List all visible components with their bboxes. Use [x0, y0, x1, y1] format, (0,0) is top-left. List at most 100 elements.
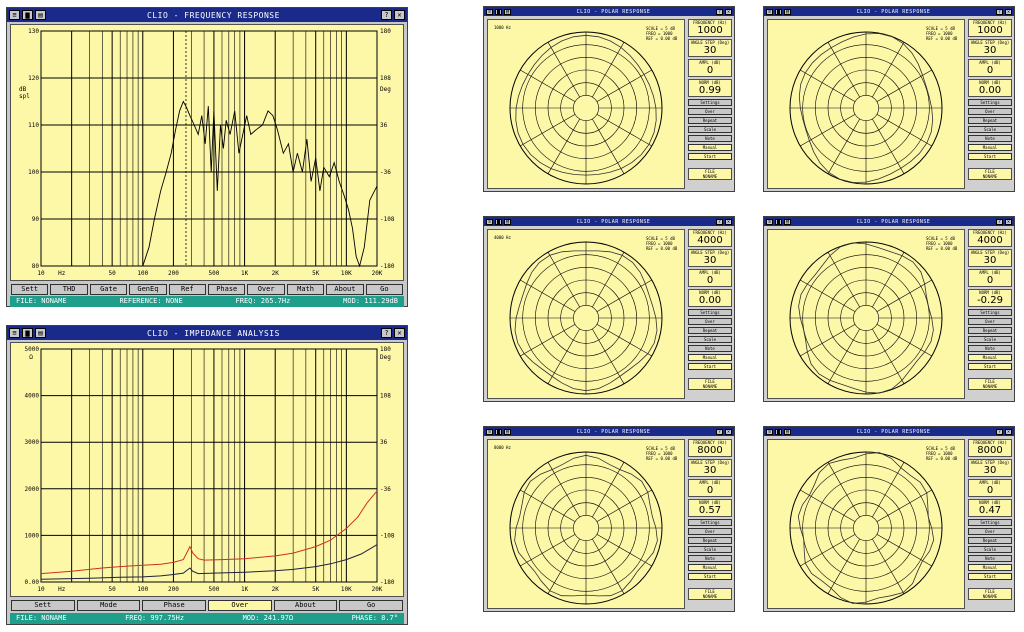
- freq-sett-button[interactable]: Sett: [11, 284, 49, 295]
- print-icon[interactable]: ▤: [784, 428, 791, 435]
- print-icon[interactable]: ▤: [784, 8, 791, 15]
- polar-manual-button[interactable]: Manual: [968, 144, 1012, 151]
- polar-note-button[interactable]: Note: [968, 135, 1012, 142]
- close-icon[interactable]: ✕: [1005, 8, 1012, 15]
- print-icon[interactable]: ▤: [504, 8, 511, 15]
- polar-settings-button[interactable]: Settings: [968, 309, 1012, 316]
- save-icon[interactable]: ▆: [495, 8, 502, 15]
- polar-start-button[interactable]: Start: [968, 363, 1012, 370]
- menu-icon[interactable]: ≡: [486, 218, 493, 225]
- angle-step-box[interactable]: ANGLE STEP (Deg) 30: [688, 39, 732, 57]
- polar-manual-button[interactable]: Manual: [968, 564, 1012, 571]
- polar-over-button[interactable]: Over: [968, 528, 1012, 535]
- polar-plot[interactable]: SCALE = 5 dB FREQ = 1000 REF = 0.00 dB: [767, 19, 965, 189]
- norm-box[interactable]: NORM (dB) 0.00: [968, 79, 1012, 97]
- close-icon[interactable]: ✕: [1005, 218, 1012, 225]
- polar-note-button[interactable]: Note: [688, 555, 732, 562]
- print-icon[interactable]: ▤: [504, 428, 511, 435]
- polar-note-button[interactable]: Note: [968, 345, 1012, 352]
- menu-icon[interactable]: ≡: [486, 8, 493, 15]
- polar-plot[interactable]: 8000 Hz SCALE = 5 dB FREQ = 1000 REF = 0…: [487, 439, 685, 609]
- norm-box[interactable]: NORM (dB) 0.47: [968, 499, 1012, 517]
- frequency-box[interactable]: FREQUENCY (Hz) 1000: [968, 19, 1012, 37]
- save-icon[interactable]: ▆: [775, 218, 782, 225]
- polar-manual-button[interactable]: Manual: [968, 354, 1012, 361]
- norm-box[interactable]: NORM (dB) 0.99: [688, 79, 732, 97]
- close-icon[interactable]: ✕: [394, 328, 405, 338]
- help-icon[interactable]: ?: [996, 428, 1003, 435]
- save-icon[interactable]: ▆: [495, 428, 502, 435]
- frequency-box[interactable]: FREQUENCY (Hz) 4000: [688, 229, 732, 247]
- menu-icon[interactable]: ≡: [766, 428, 773, 435]
- close-icon[interactable]: ✕: [1005, 428, 1012, 435]
- norm-box[interactable]: NORM (dB) 0.57: [688, 499, 732, 517]
- menu-icon[interactable]: ≡: [9, 328, 20, 338]
- polar-plot[interactable]: SCALE = 5 dB FREQ = 1000 REF = 0.00 dB: [767, 229, 965, 399]
- close-icon[interactable]: ✕: [725, 8, 732, 15]
- polar-start-button[interactable]: Start: [688, 363, 732, 370]
- ampl-box[interactable]: AMPL (dB) 0: [968, 269, 1012, 287]
- polar-scale-button[interactable]: Scale: [688, 336, 732, 343]
- freq-gate-button[interactable]: Gate: [89, 284, 128, 295]
- polar-over-button[interactable]: Over: [688, 318, 732, 325]
- freq-phase-button[interactable]: Phase: [208, 284, 246, 295]
- close-icon[interactable]: ✕: [394, 10, 405, 20]
- polar-repeat-button[interactable]: Repeat: [968, 117, 1012, 124]
- polar-repeat-button[interactable]: Repeat: [688, 327, 732, 334]
- polar-start-button[interactable]: Start: [688, 153, 732, 160]
- frequency-box[interactable]: FREQUENCY (Hz) 8000: [688, 439, 732, 457]
- impedance-plot[interactable]: 5000 4000 3000 2000 1000 0.00 180 108 36 -36 -108 -…: [10, 342, 404, 597]
- polar-plot[interactable]: 4000 Hz SCALE = 5 dB FREQ = 1000 REF = 0…: [487, 229, 685, 399]
- polar-manual-button[interactable]: Manual: [688, 564, 732, 571]
- frequency-box[interactable]: FREQUENCY (Hz) 4000: [968, 229, 1012, 247]
- polar-note-button[interactable]: Note: [688, 345, 732, 352]
- save-icon[interactable]: ▆: [495, 218, 502, 225]
- save-icon[interactable]: ▆: [22, 328, 33, 338]
- freq-math-button[interactable]: Math: [286, 284, 325, 295]
- close-icon[interactable]: ✕: [725, 428, 732, 435]
- print-icon[interactable]: ▤: [35, 10, 46, 20]
- freq-about-button[interactable]: About: [326, 284, 364, 295]
- polar-start-button[interactable]: Start: [688, 573, 732, 580]
- polar-manual-button[interactable]: Manual: [688, 354, 732, 361]
- freq-thd-button[interactable]: THD: [50, 284, 88, 295]
- menu-icon[interactable]: ≡: [486, 428, 493, 435]
- angle-step-box[interactable]: ANGLE STEP (Deg) 30: [968, 39, 1012, 57]
- norm-box[interactable]: NORM (dB) -0.29: [968, 289, 1012, 307]
- norm-box[interactable]: NORM (dB) 0.00: [688, 289, 732, 307]
- frequency-plot[interactable]: 130 120 110 100 90 80 180 108 36 -36 -108 -180 10 Hz 5…: [10, 24, 404, 281]
- close-icon[interactable]: ✕: [725, 218, 732, 225]
- polar-scale-button[interactable]: Scale: [968, 126, 1012, 133]
- freq-go-button[interactable]: Go: [365, 284, 404, 295]
- help-icon[interactable]: ?: [716, 218, 723, 225]
- angle-step-box[interactable]: ANGLE STEP (Deg) 30: [968, 459, 1012, 477]
- polar-start-button[interactable]: Start: [968, 153, 1012, 160]
- polar-scale-button[interactable]: Scale: [968, 336, 1012, 343]
- menu-icon[interactable]: ≡: [766, 218, 773, 225]
- imp-about-button[interactable]: About: [273, 600, 338, 611]
- polar-note-button[interactable]: Note: [688, 135, 732, 142]
- save-icon[interactable]: ▆: [22, 10, 33, 20]
- frequency-box[interactable]: FREQUENCY (Hz) 8000: [968, 439, 1012, 457]
- polar-manual-button[interactable]: Manual: [688, 144, 732, 151]
- polar-settings-button[interactable]: Settings: [968, 519, 1012, 526]
- freq-ref-button[interactable]: Ref: [168, 284, 207, 295]
- polar-settings-button[interactable]: Settings: [688, 519, 732, 526]
- angle-step-box[interactable]: ANGLE STEP (Deg) 30: [968, 249, 1012, 267]
- help-icon[interactable]: ?: [996, 218, 1003, 225]
- print-icon[interactable]: ▤: [504, 218, 511, 225]
- help-icon[interactable]: ?: [716, 428, 723, 435]
- imp-mode-button[interactable]: Mode: [76, 600, 141, 611]
- ampl-box[interactable]: AMPL (dB) 0: [688, 479, 732, 497]
- menu-icon[interactable]: ≡: [9, 10, 20, 20]
- polar-scale-button[interactable]: Scale: [688, 546, 732, 553]
- ampl-box[interactable]: AMPL (dB) 0: [688, 59, 732, 77]
- imp-phase-button[interactable]: Phase: [142, 600, 207, 611]
- polar-settings-button[interactable]: Settings: [688, 309, 732, 316]
- imp-go-button[interactable]: Go: [339, 600, 404, 611]
- freq-geneq-button[interactable]: GenEq: [129, 284, 167, 295]
- imp-sett-button[interactable]: Sett: [11, 600, 75, 611]
- save-icon[interactable]: ▆: [775, 428, 782, 435]
- polar-repeat-button[interactable]: Repeat: [688, 537, 732, 544]
- polar-over-button[interactable]: Over: [688, 108, 732, 115]
